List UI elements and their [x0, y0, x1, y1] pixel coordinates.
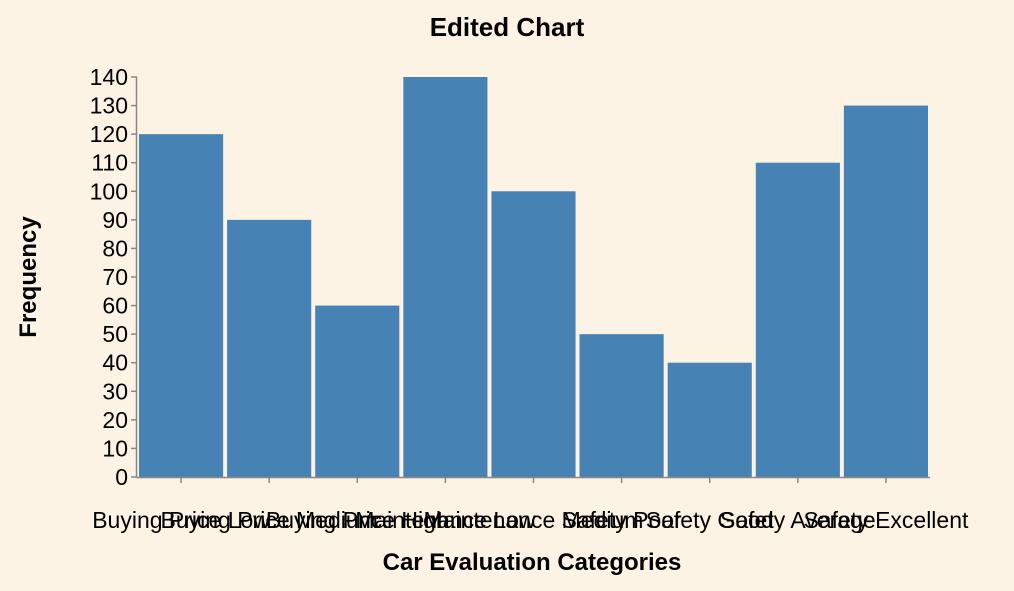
y-tick-label: 60 [102, 293, 128, 319]
x-tick-label: Safety Good [646, 507, 774, 533]
y-tick-label: 50 [102, 321, 128, 347]
bar-2 [227, 219, 312, 477]
y-axis-title: Frequency [15, 216, 42, 338]
bar-3 [315, 305, 400, 477]
y-tick-label: 70 [102, 264, 128, 290]
y-tick-label: 130 [90, 93, 128, 119]
y-tick-label: 30 [102, 378, 128, 404]
y-tick-label: 0 [115, 464, 128, 490]
bar-8 [755, 162, 840, 477]
y-tick-label: 20 [102, 407, 128, 433]
x-tick-label: Buying Price High [266, 507, 449, 533]
x-tick-label: Safety Excellent [803, 507, 969, 533]
y-tick-label: 140 [90, 64, 128, 90]
bar-6 [579, 334, 664, 477]
x-tick-label: Maintenance Low [355, 507, 536, 533]
x-tick-label: Safety Poor [562, 507, 683, 533]
bar-1 [139, 134, 224, 477]
y-tick-label: 100 [90, 178, 128, 204]
x-tick-label: Safety Average [720, 507, 876, 533]
bar-7 [667, 362, 752, 477]
y-tick-label: 10 [102, 435, 128, 461]
y-tick-label: 110 [91, 150, 128, 176]
y-tick-label: 40 [102, 350, 128, 376]
x-tick-label: Buying Price Low [92, 507, 270, 533]
chart-title: Edited Chart [430, 12, 585, 42]
x-tick-label: Maintenance Medium [424, 507, 644, 533]
bar-5 [491, 191, 576, 478]
x-axis-title: Car Evaluation Categories [383, 549, 682, 576]
bar-4 [403, 77, 488, 477]
bars-group [139, 77, 928, 478]
y-tick-label: 80 [102, 235, 128, 261]
bar-9 [843, 105, 928, 478]
y-tick-label: 90 [102, 207, 128, 233]
y-tick-label: 120 [90, 121, 128, 147]
x-tick-label: Buying Price Medium [161, 507, 378, 533]
